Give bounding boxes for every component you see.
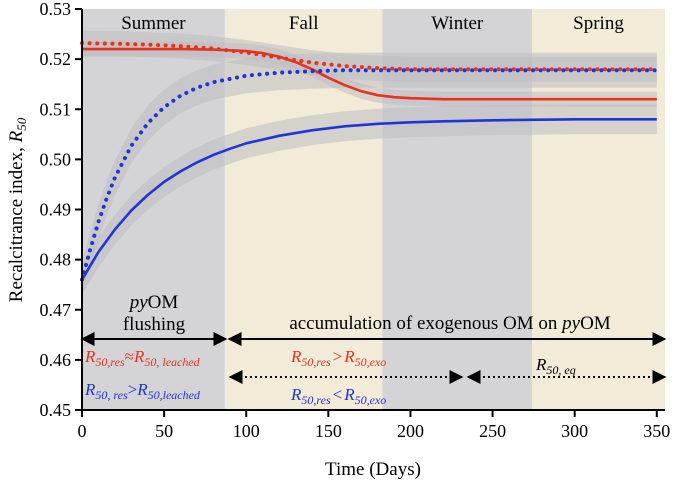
blue-eq-right: R50,res < R50,exo xyxy=(290,385,386,407)
season-labels: Summer Fall Winter Spring xyxy=(121,13,624,34)
svg-text:R50, eq: R50, eq xyxy=(535,355,576,377)
y-tick-label-0.49: 0.49 xyxy=(40,200,72,220)
x-tick-label-200: 200 xyxy=(397,421,424,441)
red-dotted-line xyxy=(80,41,659,72)
season-label-fall: Fall xyxy=(289,13,319,34)
y-tick-label-0.50: 0.50 xyxy=(40,149,72,169)
blue-solid-line xyxy=(80,118,657,281)
y-tick-label-0.46: 0.46 xyxy=(40,350,72,370)
y-tick-label-0.48: 0.48 xyxy=(40,250,72,270)
x-tick-label-100: 100 xyxy=(233,421,260,441)
red-eq-left: R50,res≈R50, leached xyxy=(84,347,201,369)
axis-ticks: 0 50 100 150 200 250 300 350 0.45 0.46 0.47 0.48 0.4… xyxy=(40,0,671,441)
eq-label: R50, eq xyxy=(535,355,576,377)
red-eq-right: R50,res > R50,exo xyxy=(290,347,386,369)
svg-text:R50, res>R50,leached: R50, res>R50,leached xyxy=(84,380,201,402)
y-tick-label-0.45: 0.45 xyxy=(40,400,72,420)
y-tick-label-0.51: 0.51 xyxy=(40,99,72,119)
y-axis-title: Recalcitrance index, R50 xyxy=(6,117,29,302)
y-tick-label-0.52: 0.52 xyxy=(40,49,72,69)
red-solid-line xyxy=(82,47,657,101)
svg-text:R50,res≈R50, leached: R50,res≈R50, leached xyxy=(84,347,201,369)
season-label-summer: Summer xyxy=(121,13,186,34)
svg-text:R50,res>R50,exo: R50,res > R50,exo xyxy=(290,347,386,369)
pyom-label-line1: pyOM xyxy=(128,292,179,313)
svg-text:R50,res<R50,exo: R50,res < R50,exo xyxy=(290,385,386,407)
blue-eq-left: R50, res>R50,leached xyxy=(84,380,201,402)
x-axis-title: Time (Days) xyxy=(325,459,421,480)
blue-solid-band xyxy=(82,104,657,295)
season-label-winter: Winter xyxy=(431,13,484,34)
x-tick-label-0: 0 xyxy=(78,421,87,441)
x-tick-label-150: 150 xyxy=(315,421,342,441)
y-tick-label-0.53: 0.53 xyxy=(40,0,72,19)
x-tick-label-250: 250 xyxy=(479,421,506,441)
series-lines xyxy=(80,41,659,282)
x-tick-label-50: 50 xyxy=(155,421,173,441)
accumulation-label: accumulation of exogenous OM on pyOM xyxy=(289,313,610,334)
x-tick-label-350: 350 xyxy=(643,421,670,441)
x-tick-label-300: 300 xyxy=(561,421,588,441)
season-label-spring: Spring xyxy=(573,13,624,34)
pyom-label-line2: flushing xyxy=(123,314,186,335)
y-tick-label-0.47: 0.47 xyxy=(40,300,72,320)
blue-dotted-line xyxy=(80,68,659,282)
blue-dotted-band xyxy=(82,52,657,298)
